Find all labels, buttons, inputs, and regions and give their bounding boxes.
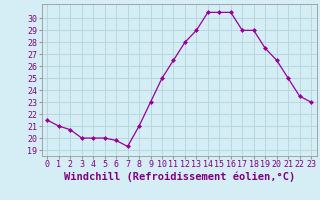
X-axis label: Windchill (Refroidissement éolien,°C): Windchill (Refroidissement éolien,°C): [64, 172, 295, 182]
